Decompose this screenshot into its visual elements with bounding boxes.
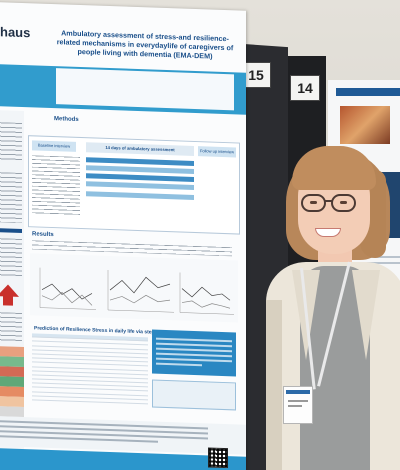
plot-line <box>181 286 231 301</box>
plot-line <box>109 294 171 304</box>
plot-line <box>41 283 93 300</box>
lapel-right <box>352 270 380 360</box>
main-poster: haus Ambulatory assessment of stress-and… <box>0 2 246 470</box>
blazer-shadow <box>266 300 282 470</box>
results-plots <box>30 253 238 323</box>
plot-line <box>41 291 93 306</box>
neighbor-poster-photo <box>340 106 390 144</box>
eye-left <box>310 201 317 204</box>
hair-top <box>292 146 376 190</box>
neighbor-poster-header <box>336 88 400 96</box>
eye-right <box>340 201 347 204</box>
badge-text-line <box>288 405 302 407</box>
plot-line <box>109 276 171 294</box>
badge-header <box>286 390 310 394</box>
badge-text-line <box>288 400 308 402</box>
stand-number-14: 14 <box>290 75 320 101</box>
plot-line <box>181 300 231 309</box>
glasses-bridge <box>325 200 332 202</box>
glasses-icon <box>331 194 356 212</box>
glasses-icon <box>301 194 326 212</box>
